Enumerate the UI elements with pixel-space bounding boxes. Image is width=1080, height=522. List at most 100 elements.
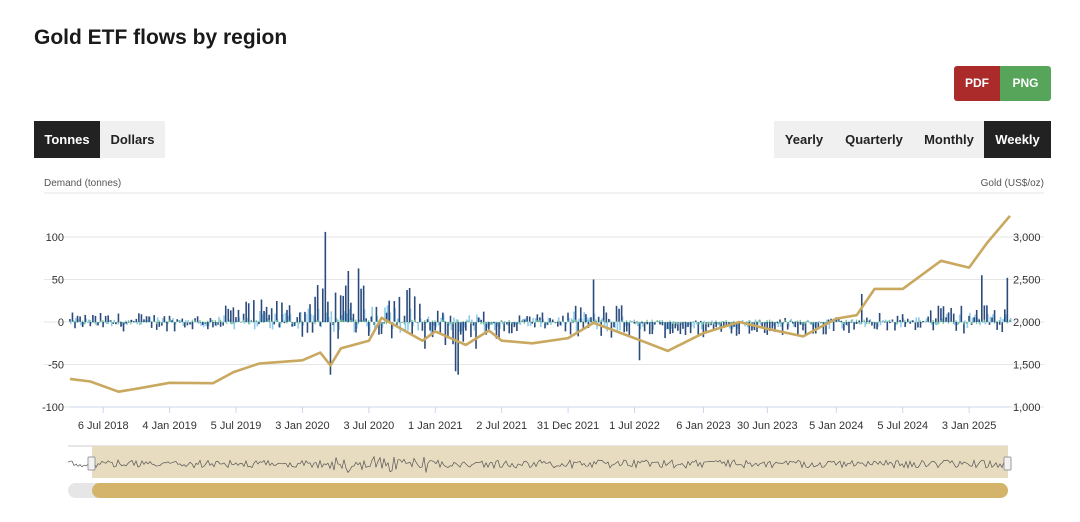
flow-bar-north-america[interactable] [362,285,365,322]
flow-bar-north-america[interactable] [283,322,286,324]
flow-bar-north-america[interactable] [304,311,306,322]
flow-bar-asia[interactable] [677,322,679,325]
flow-bar-north-america[interactable] [270,308,273,322]
flow-bar-europe[interactable] [491,322,494,325]
flow-bar-asia[interactable] [866,322,868,325]
flow-bar-asia[interactable] [99,320,101,322]
flow-bar-europe[interactable] [540,322,542,328]
flow-bar-asia[interactable] [881,321,883,322]
flow-bar-asia[interactable] [467,320,469,322]
flow-bar-asia[interactable] [278,322,280,324]
flow-bar-north-america[interactable] [802,322,804,331]
flow-bar-north-america[interactable] [646,322,648,325]
flow-bar-north-america[interactable] [866,317,868,322]
flow-bar-north-america[interactable] [682,322,684,329]
flow-bar-north-america[interactable] [132,320,135,322]
flow-bar-north-america[interactable] [449,315,452,322]
flow-bar-asia[interactable] [983,319,985,322]
flow-bar-asia[interactable] [837,320,840,322]
flow-bar-europe[interactable] [721,321,723,322]
flow-bar-asia[interactable] [791,321,794,322]
flow-bar-europe[interactable] [616,322,619,332]
flow-bar-europe[interactable] [657,321,660,322]
flow-bar-north-america[interactable] [176,319,178,322]
flow-bar-europe[interactable] [846,322,849,327]
flow-bar-asia[interactable] [996,320,998,322]
flow-bar-asia[interactable] [702,322,704,325]
flow-bar-asia[interactable] [470,322,472,325]
flow-bar-europe[interactable] [141,320,144,322]
flow-bar-north-america[interactable] [219,322,222,327]
flow-bar-europe[interactable] [933,322,935,323]
flow-bar-europe[interactable] [131,319,133,322]
flow-bar-asia[interactable] [217,322,219,324]
flow-bar-asia[interactable] [148,322,150,323]
flow-bar-asia[interactable] [904,320,906,322]
flow-bar-north-america[interactable] [932,322,935,331]
flow-bar-north-america[interactable] [850,322,853,323]
flow-bar-north-america[interactable] [505,322,508,325]
flow-bar-asia[interactable] [551,322,554,323]
flow-bar-asia[interactable] [628,322,630,324]
flow-bar-europe[interactable] [711,320,713,322]
flow-bar-asia[interactable] [822,321,824,323]
flow-bar-europe[interactable] [984,322,987,325]
flow-bar-asia[interactable] [406,321,408,323]
flow-bar-europe[interactable] [205,322,207,327]
flow-bar-europe[interactable] [465,319,468,322]
flow-bar-asia[interactable] [855,319,858,322]
flow-bar-europe[interactable] [144,320,146,322]
flow-bar-asia[interactable] [771,320,773,322]
flow-bar-europe[interactable] [184,320,187,322]
flow-bar-north-america[interactable] [444,322,447,345]
flow-bar-north-america[interactable] [533,322,536,328]
flow-bar-north-america[interactable] [102,322,104,328]
flow-bar-europe[interactable] [230,322,233,325]
flow-bar-europe[interactable] [706,322,708,323]
flow-bar-asia[interactable] [434,320,436,322]
flow-bar-asia[interactable] [138,321,140,323]
flow-bar-north-america[interactable] [963,322,965,334]
flow-bar-asia[interactable] [794,321,796,322]
flow-bar-europe[interactable] [775,322,777,323]
flow-bar-north-america[interactable] [396,322,398,328]
flow-bar-europe[interactable] [371,306,374,322]
flow-bar-asia[interactable] [945,321,947,323]
flow-bar-europe[interactable] [271,322,274,330]
flow-bar-asia[interactable] [656,320,658,322]
flow-bar-asia[interactable] [700,322,702,324]
flow-bar-asia[interactable] [209,322,211,323]
flow-bar-north-america[interactable] [950,307,952,322]
flow-bar-north-america[interactable] [855,322,858,324]
flow-bar-europe[interactable] [496,322,499,327]
flow-bar-asia[interactable] [802,322,804,324]
flow-bar-north-america[interactable] [845,322,848,325]
flow-bar-asia[interactable] [544,322,546,324]
flow-bar-europe[interactable] [417,322,419,331]
flow-bar-europe[interactable] [1010,318,1012,322]
flow-bar-north-america[interactable] [329,322,332,375]
flow-bar-asia[interactable] [324,322,326,323]
flow-bar-asia[interactable] [498,322,500,323]
flow-bar-europe[interactable] [95,322,98,326]
flow-bar-asia[interactable] [268,319,270,322]
flow-bar-north-america[interactable] [738,322,740,335]
flow-bar-europe[interactable] [953,322,956,325]
flow-bar-north-america[interactable] [896,315,899,322]
flow-bar-asia[interactable] [385,322,388,325]
flow-bar-north-america[interactable] [232,307,235,322]
flow-bar-asia[interactable] [526,321,528,322]
flow-bar-europe[interactable] [660,322,662,325]
flow-bar-north-america[interactable] [459,322,462,335]
flow-bar-asia[interactable] [84,322,86,324]
flow-bar-north-america[interactable] [199,322,201,323]
flow-bar-asia[interactable] [426,322,428,323]
flow-bar-europe[interactable] [861,322,864,323]
flow-bar-north-america[interactable] [876,322,878,330]
flow-bar-europe[interactable] [113,319,116,322]
flow-bar-north-america[interactable] [140,314,143,322]
flow-bar-asia[interactable] [201,321,204,323]
flow-bar-north-america[interactable] [196,316,199,322]
flow-bar-europe[interactable] [215,322,218,327]
flow-bar-north-america[interactable] [618,308,620,322]
